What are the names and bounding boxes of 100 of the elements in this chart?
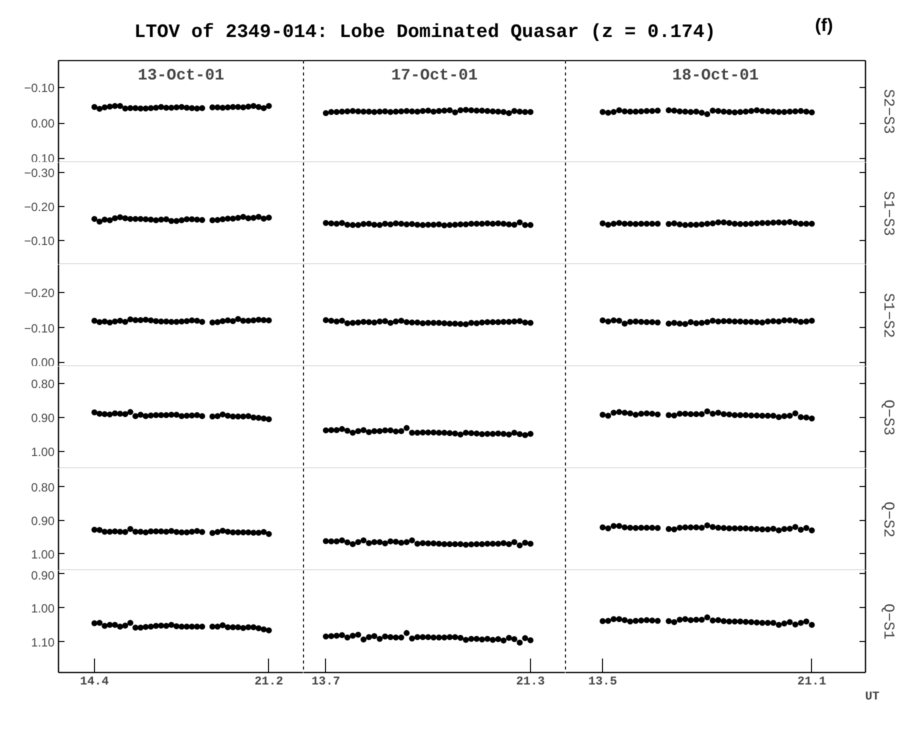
point	[500, 430, 507, 437]
point	[220, 622, 226, 628]
point	[398, 634, 404, 640]
point	[430, 429, 437, 436]
point	[366, 634, 372, 640]
point	[230, 624, 236, 630]
point	[350, 430, 356, 436]
point	[644, 410, 650, 416]
point	[250, 414, 256, 420]
point	[436, 430, 442, 436]
point	[704, 408, 710, 414]
point	[425, 634, 432, 640]
point	[355, 632, 362, 638]
y-tick-label: −0.10	[24, 80, 55, 95]
point	[245, 624, 252, 630]
y-tick-label: 0.80	[31, 480, 55, 494]
point	[748, 412, 754, 418]
point	[328, 633, 334, 640]
point	[632, 412, 639, 418]
point	[742, 412, 749, 418]
point	[479, 636, 486, 643]
point	[644, 617, 650, 624]
point	[704, 614, 710, 620]
point	[106, 622, 113, 628]
point	[710, 617, 716, 624]
point	[409, 430, 416, 436]
point	[627, 410, 634, 416]
point	[256, 414, 262, 421]
x-tick-label: 13.7	[311, 674, 340, 688]
point	[404, 630, 410, 636]
point	[516, 431, 523, 438]
point	[250, 624, 256, 630]
point	[404, 425, 410, 432]
point	[436, 634, 442, 640]
point	[468, 430, 474, 436]
point	[737, 412, 744, 418]
point	[452, 634, 458, 640]
point	[194, 412, 200, 418]
point	[710, 410, 716, 417]
x-tick-label: 21.2	[254, 674, 284, 688]
x-tick-label: 21.3	[516, 674, 545, 688]
point	[152, 412, 159, 418]
point	[600, 412, 606, 418]
y-axis-title: Q−S1	[880, 603, 896, 640]
point	[726, 411, 732, 418]
point	[398, 428, 404, 434]
point	[776, 622, 782, 628]
point	[638, 410, 644, 417]
point	[649, 410, 656, 417]
point	[732, 618, 738, 624]
point	[511, 636, 518, 642]
point	[616, 409, 622, 416]
point	[138, 624, 144, 631]
y-tick-label: 0.80	[31, 377, 55, 391]
point	[430, 634, 437, 640]
y-tick-label: 0.90	[31, 514, 55, 528]
point	[798, 620, 804, 626]
point	[759, 412, 766, 419]
point	[112, 410, 118, 416]
point	[715, 410, 722, 416]
y-tick-label: −0.20	[24, 200, 55, 214]
point	[654, 411, 661, 418]
point	[527, 637, 534, 644]
point	[786, 412, 793, 419]
point	[798, 414, 804, 420]
point	[764, 620, 771, 626]
point	[462, 636, 469, 643]
y-axis-title: Q−S2	[880, 501, 896, 538]
point	[334, 427, 340, 434]
point	[420, 634, 426, 640]
point	[600, 618, 606, 624]
point	[260, 626, 267, 632]
point	[457, 634, 464, 641]
point	[506, 432, 512, 438]
y-axis-title: S1−S2	[880, 292, 896, 338]
point	[224, 624, 231, 630]
point	[522, 635, 528, 642]
point	[759, 620, 766, 626]
point	[522, 432, 528, 438]
y-tick-label: 0.90	[31, 568, 55, 582]
point	[158, 412, 164, 418]
point	[720, 411, 727, 418]
point	[500, 638, 507, 644]
point	[148, 624, 154, 630]
point	[339, 632, 346, 638]
point	[610, 616, 617, 622]
point	[106, 411, 113, 418]
point	[490, 636, 496, 643]
point	[266, 416, 272, 422]
point	[132, 624, 138, 631]
point	[511, 430, 518, 436]
point	[188, 412, 195, 418]
point	[184, 412, 190, 419]
point	[91, 620, 98, 626]
point	[214, 413, 221, 420]
point	[792, 410, 798, 416]
y-tick-label: 0.00	[31, 116, 55, 131]
point	[382, 427, 388, 434]
chart-subtitle: 17-Oct-01	[391, 66, 478, 84]
point	[688, 617, 694, 624]
